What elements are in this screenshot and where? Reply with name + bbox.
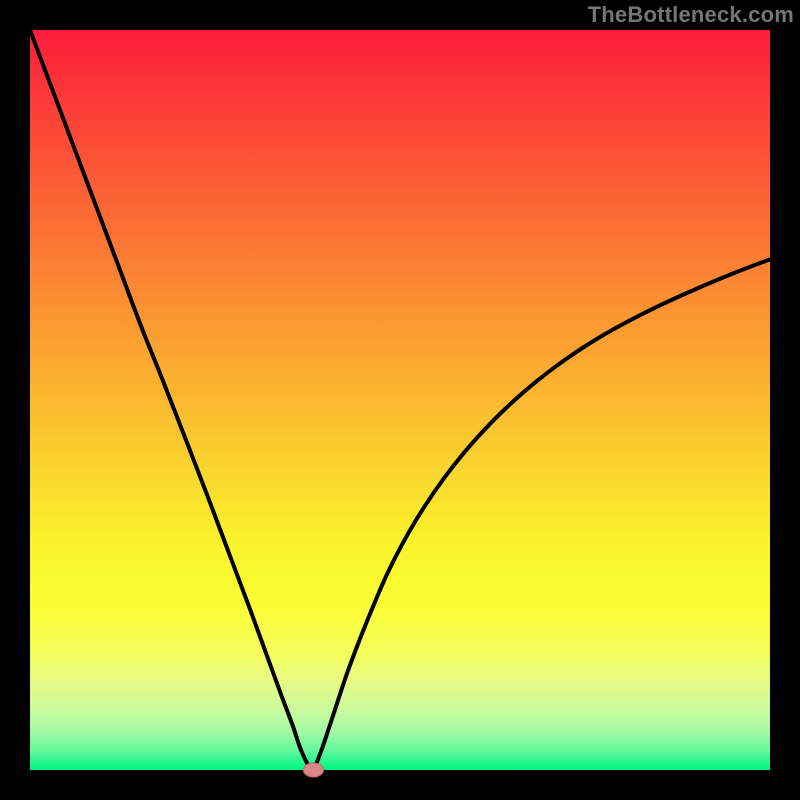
- curve-minimum-marker: [303, 763, 323, 777]
- bottleneck-chart: [0, 0, 800, 800]
- plot-background: [30, 30, 770, 770]
- chart-container: TheBottleneck.com: [0, 0, 800, 800]
- watermark-text: TheBottleneck.com: [588, 2, 794, 28]
